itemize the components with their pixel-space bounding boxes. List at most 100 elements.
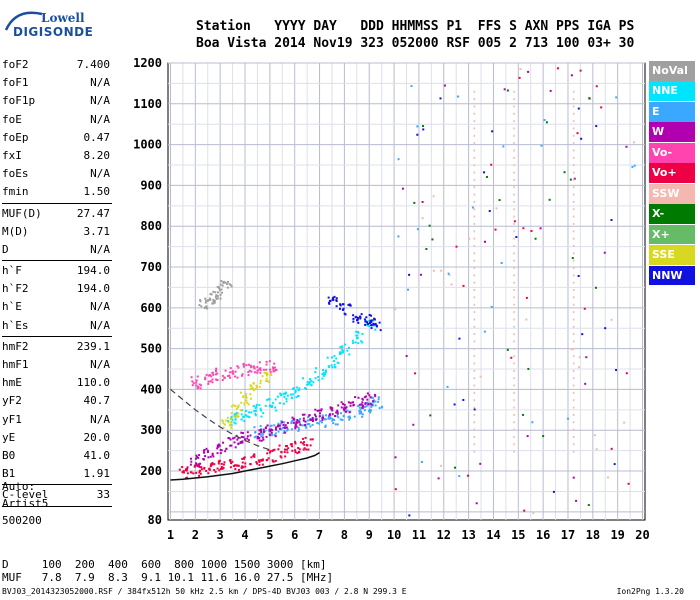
trace-point — [237, 404, 240, 407]
trace-point — [294, 427, 297, 430]
trace-point — [341, 345, 344, 348]
trace-point — [190, 376, 193, 379]
trace-point — [198, 304, 201, 307]
param-value: N/A — [90, 167, 110, 181]
trace-point — [303, 447, 306, 450]
trace-point — [365, 323, 368, 326]
noise-point — [421, 217, 424, 220]
interference-point — [473, 347, 476, 350]
trace-point — [297, 394, 300, 397]
noise-point — [575, 499, 578, 502]
trace-point — [324, 424, 327, 427]
trace-point — [339, 346, 342, 349]
trace-point — [327, 417, 330, 420]
trace-point — [379, 329, 382, 332]
trace-point — [247, 403, 250, 406]
noise-point — [613, 463, 616, 466]
trace-point — [195, 384, 198, 387]
interference-point — [473, 230, 476, 233]
trace-point — [341, 308, 344, 311]
interference-point — [513, 134, 515, 137]
trace-point — [336, 423, 339, 426]
trace-point — [262, 438, 265, 441]
interference-point — [572, 178, 575, 181]
y-tick-label: 80 — [148, 513, 162, 527]
noise-point — [534, 237, 537, 240]
trace-point — [237, 436, 240, 439]
trace-point — [285, 397, 288, 400]
trace-point — [184, 468, 187, 471]
x-tick-label: 20 — [635, 528, 649, 542]
trace-point — [348, 411, 351, 414]
trace-point — [381, 406, 384, 409]
param-name: h`F — [2, 264, 22, 278]
trace-point — [333, 366, 336, 369]
trace-point — [339, 418, 342, 421]
trace-point — [360, 410, 363, 413]
trace-point — [366, 404, 369, 407]
trace-point — [258, 432, 261, 435]
trace-point — [225, 447, 228, 450]
trace-point — [367, 403, 370, 406]
trace-point — [227, 280, 230, 283]
param-row: C-level 33 — [2, 486, 112, 504]
trace-point — [369, 320, 372, 323]
trace-point — [267, 380, 270, 383]
trace-point — [221, 379, 224, 382]
interference-point — [513, 391, 515, 394]
trace-point — [280, 428, 283, 431]
trace-point — [200, 384, 203, 387]
trace-point — [255, 386, 258, 389]
trace-point — [265, 426, 268, 429]
trace-point — [257, 459, 260, 462]
noise-point — [410, 85, 413, 88]
noise-point — [462, 398, 465, 401]
y-tick-label: 500 — [140, 342, 162, 356]
noise-point — [569, 178, 572, 181]
interference-point — [473, 244, 476, 247]
y-tick-label: 1200 — [133, 56, 162, 70]
trace-point — [335, 305, 338, 308]
param-row: hmF1 N/A — [2, 356, 112, 374]
trace-point — [211, 453, 214, 456]
trace-point — [212, 373, 215, 376]
trace-point — [324, 418, 327, 421]
trace-point — [286, 429, 289, 432]
trace-point — [321, 377, 324, 380]
noise-point — [473, 408, 476, 411]
legend-item-e: E — [649, 101, 695, 122]
trace-point — [363, 318, 366, 321]
trace-point — [324, 373, 327, 376]
noise-point — [416, 125, 419, 128]
trace-point — [339, 303, 342, 306]
trace-point — [216, 452, 219, 455]
noise-point — [588, 97, 591, 100]
trace-point — [182, 471, 185, 474]
trace-point — [217, 285, 220, 288]
trace-point — [264, 404, 267, 407]
noise-point — [437, 477, 440, 480]
trace-point — [365, 316, 368, 319]
noise-point — [570, 348, 573, 351]
trace-point — [244, 414, 247, 417]
param-value: 41.0 — [83, 448, 111, 462]
trace-point — [216, 294, 219, 297]
interference-point — [572, 171, 575, 174]
profile-curve-solid — [170, 452, 320, 481]
trace-point — [259, 371, 262, 374]
trace-point — [271, 459, 274, 462]
interference-point — [473, 325, 476, 328]
interference-point — [513, 267, 515, 270]
trace-point — [255, 384, 258, 387]
station-header: Station YYYY DAY DDD HHMMSS P1 FFS S AXN… — [196, 18, 634, 52]
trace-point — [216, 297, 219, 300]
trace-point — [216, 447, 219, 450]
trace-point — [315, 367, 318, 370]
noise-point — [419, 273, 422, 276]
trace-point — [349, 402, 352, 405]
trace-point — [339, 412, 342, 415]
trace-point — [262, 430, 265, 433]
trace-point — [302, 419, 305, 422]
trace-point — [229, 458, 232, 461]
param-row: B1 1.91 — [2, 465, 112, 483]
